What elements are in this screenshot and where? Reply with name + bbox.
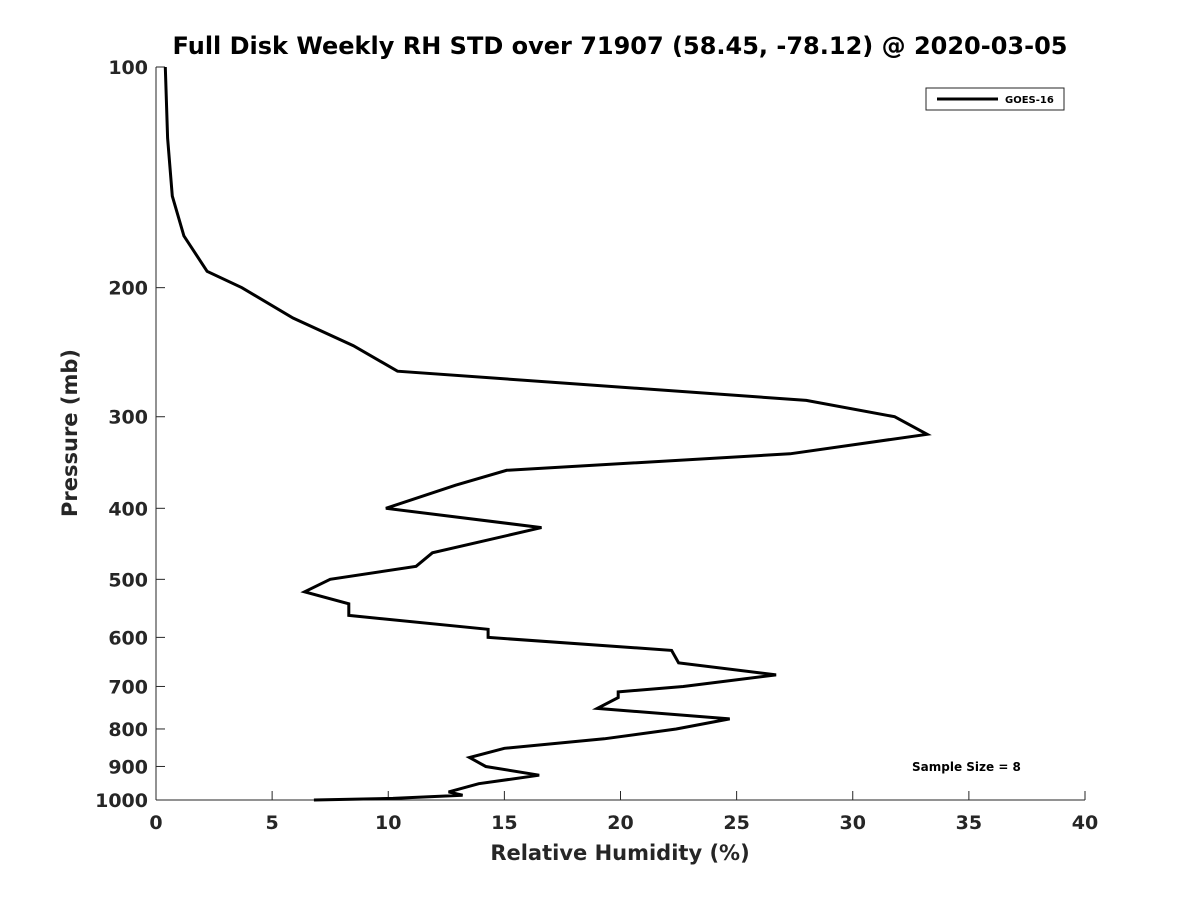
series-line-goes-16 <box>163 66 932 802</box>
y-tick-label: 1000 <box>95 790 148 812</box>
y-axis-label: Pressure (mb) <box>58 349 82 517</box>
x-tick-label: 0 <box>149 812 162 834</box>
x-tick-label: 40 <box>1072 812 1098 834</box>
y-tick-label: 500 <box>108 569 148 591</box>
y-tick-label: 300 <box>108 407 148 429</box>
y-tick-label: 600 <box>108 627 148 649</box>
x-tick-label: 5 <box>266 812 279 834</box>
x-tick-label: 15 <box>491 812 517 834</box>
y-tick-label: 400 <box>108 498 148 520</box>
y-tick-label: 900 <box>108 756 148 778</box>
series-layer <box>163 66 932 802</box>
x-tick-label: 25 <box>723 812 749 834</box>
chart-title: Full Disk Weekly RH STD over 71907 (58.4… <box>173 32 1068 60</box>
y-ticks: 100 200 300 400 500 600 700 800 900 1000 <box>95 57 165 812</box>
x-tick-label: 10 <box>375 812 401 834</box>
sample-size-annotation: Sample Size = 8 <box>912 760 1021 774</box>
y-tick-label: 100 <box>108 57 148 79</box>
y-tick-label: 200 <box>108 278 148 300</box>
x-tick-label: 20 <box>607 812 633 834</box>
x-tick-label: 35 <box>956 812 982 834</box>
y-tick-label: 700 <box>108 676 148 698</box>
x-axis-label: Relative Humidity (%) <box>490 841 749 865</box>
x-tick-label: 30 <box>840 812 866 834</box>
y-tick-label: 800 <box>108 719 148 741</box>
legend-label-goes-16: GOES-16 <box>1005 95 1054 106</box>
x-ticks: 0 5 10 15 20 25 30 35 40 <box>149 791 1098 834</box>
legend: GOES-16 <box>925 87 1065 111</box>
